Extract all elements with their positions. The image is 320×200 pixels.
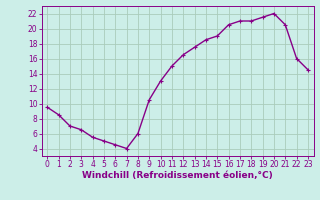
X-axis label: Windchill (Refroidissement éolien,°C): Windchill (Refroidissement éolien,°C): [82, 171, 273, 180]
